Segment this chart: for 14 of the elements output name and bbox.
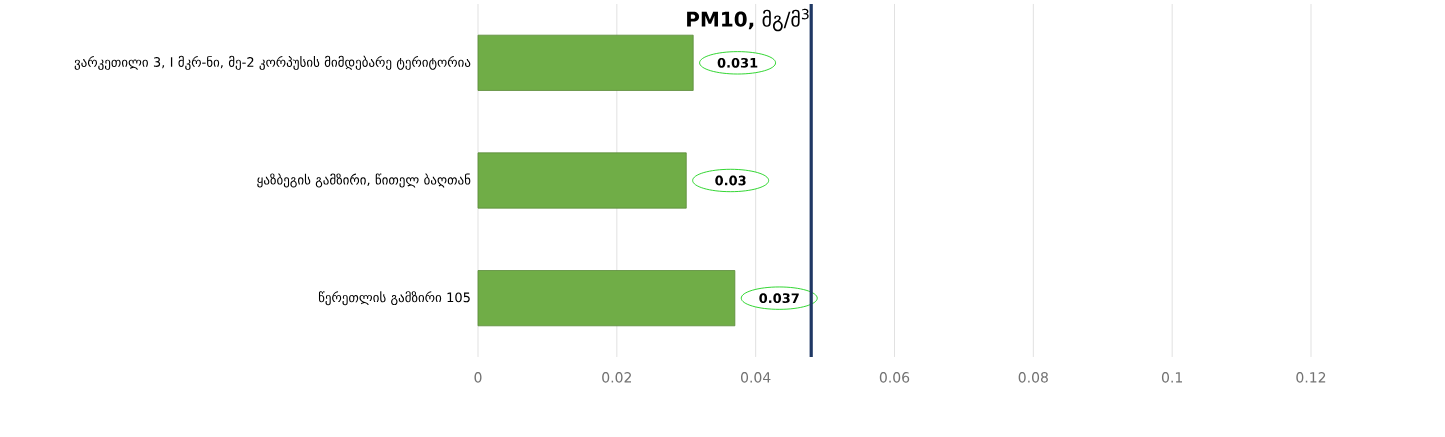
x-tick-label: 0.04 [740,372,771,383]
y-tick-label: ყაზბეგის გამზირი, წითელ ბაღთან [257,173,471,188]
x-tick-label: 0.1 [1161,372,1183,383]
x-tick-label: 0.08 [1018,372,1048,383]
x-tick-label: 0 [474,372,482,383]
data-label: 0.03 [715,175,746,186]
chart-title: PM10, მგ/მ$^{3}$ [687,8,809,32]
x-tick-label: 0.06 [879,372,910,383]
x-tick-label: 0.12 [1296,372,1326,383]
data-label: 0.037 [759,293,799,304]
data-label: 0.031 [717,57,758,68]
y-tick-label: ვარკეთილი 3, I მკრ-ნი, მე-2 კორპუსის მიმდებარე ტერიტორია [74,55,471,70]
x-tick-label: 0.02 [602,372,632,383]
y-tick-label: წერეთლის გამზირი 105 [318,291,470,306]
